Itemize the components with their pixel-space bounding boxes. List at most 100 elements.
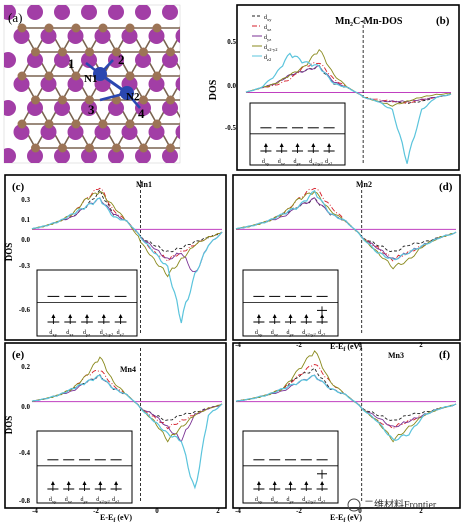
inset-orbital-label: dx2-y2 [309,159,323,166]
x-tick-label: 0 [358,507,362,515]
spin-arrow-head [320,314,325,318]
c-atom [85,95,94,105]
mn-atom [54,52,70,68]
x-tick-label: -2 [93,507,99,515]
c-atom [44,71,54,81]
series-line-dxz [32,370,223,430]
x-axis-label-right: E-Ef (eV) [330,513,362,524]
legend-entry: dxy [264,15,272,22]
mn-atom [4,5,16,20]
panel-c: (c) Mn1 0.3 0.1 0.0 -0.3 -0.6 dxy dxz dyz dx2-y… [4,174,227,341]
inset-orbital-label: dz2 [318,497,325,504]
spin-arrow-head [256,314,261,318]
inset-orbital-label: dxz [66,330,73,337]
panel-e-atom: Mn4 [120,365,136,374]
inset-orbital-label: dx2-y2 [302,497,316,504]
series-line-dxz [236,364,457,430]
bond [184,100,198,124]
site-label: 3 [88,102,95,117]
x-tick-label: 0 [358,341,362,349]
panel-e: (e) Mn4 0.2 0.0 -0.4 -0.8 dxy dxz dyz dx2-y2 dz… [4,342,227,509]
c-atom [139,95,148,105]
mn-atom [40,28,57,44]
mn-atom [108,5,124,20]
c-atom [31,47,40,57]
mn-atom [81,5,97,20]
spin-arrow-head [256,481,261,485]
spin-arrow-head [320,481,325,485]
panel-c-plot: 0.3 0.1 0.0 -0.3 -0.6 [19,180,223,335]
y-tick-label: -0.8 [19,497,31,505]
series-line-dyz [235,197,457,260]
panel-e-ylabel: DOS [4,416,14,435]
panel-c-label: (c) [12,181,25,193]
y-tick-label: 0.0 [227,82,236,90]
panel-a-label: (a) [8,10,22,25]
mn-atom [0,28,3,44]
panel-c-inset: dxy dxz dyz dx2-y2 dz2 [36,269,138,337]
spin-arrow-head [82,481,87,485]
inset-orbital-label: dxy [255,330,263,337]
panel-c-frame [4,174,227,341]
inset-orbital-label: dxz [278,159,285,166]
panel-f: (f) Mn3 dxy dxz dyz dx2-y2 dz2 [232,342,461,509]
mn-atom [27,52,43,68]
bond [184,124,198,148]
panel-f-atom: Mn3 [388,351,404,360]
inset-orbital-label: dxy [262,159,270,166]
c-atom [85,47,94,57]
inset-orbital-label: dz2 [318,330,325,337]
x-axis-label-mid: E-Ef (eV) [330,342,362,353]
mn-atom [121,28,138,44]
mn-atom [148,124,165,140]
inset-orbital-label: dxz [65,497,72,504]
inset-orbital-label: dxy [49,497,57,504]
c-atom [71,23,81,33]
watermark: 二维材料Frontier [347,498,437,512]
spin-arrow-head [51,314,56,318]
bond [184,52,198,76]
panel-d-atom: Mn2 [356,180,372,189]
panel-f-inset: dxy dxz dyz dx2-y2 dz2 [242,430,339,504]
c-atom [139,47,148,57]
spin-arrow-head [85,314,89,318]
panel-c-atom: Mn1 [136,180,152,189]
panel-e-plot: 0.2 0.0 -0.4 -0.8 [19,348,223,505]
spin-arrow-head [304,314,309,318]
mn-atom [135,52,151,68]
series-line-dz2 [235,189,457,261]
mn-atom [162,52,178,68]
c-atom [71,119,81,129]
xlabel-mid: E-Ef (eV) [330,342,362,353]
x-tick-label: 2 [216,507,220,515]
panel-f-frame [232,342,461,509]
spin-arrow-head [101,314,106,318]
y-tick-label: 0.2 [21,363,30,371]
mn-atom [54,148,70,163]
c-atom [125,119,135,129]
spin-arrow-head [272,481,277,485]
series-line-dz2 [31,374,223,490]
series-line-dx2-y2 [245,48,452,107]
mn-atom [40,124,57,140]
n-atom [120,86,134,100]
inset-orbital-label: dyz [83,330,90,337]
panel-a: 1 2 3 4 N1 N2 (a) [0,4,198,164]
c-atom [179,73,180,79]
series-line-dxy [31,374,223,421]
y-tick-label: 0.1 [21,216,30,224]
panel-d-label: (d) [439,181,453,193]
c-atom [17,119,27,129]
inset-orbital-label: dx2-y2 [96,497,110,504]
x-axis-label-left: E-Ef (eV) [100,513,132,524]
y-tick-label: 0.5 [227,38,236,46]
legend-entry: dyz [264,35,271,42]
series-line-dxz [236,187,457,262]
c-atom [179,121,180,127]
mn-atom [81,100,97,116]
legend-entry: dxz [264,25,271,32]
spin-arrow-head [68,314,73,318]
c-atom [31,143,40,153]
mn-atom [175,124,180,140]
mn-atom [135,100,151,116]
